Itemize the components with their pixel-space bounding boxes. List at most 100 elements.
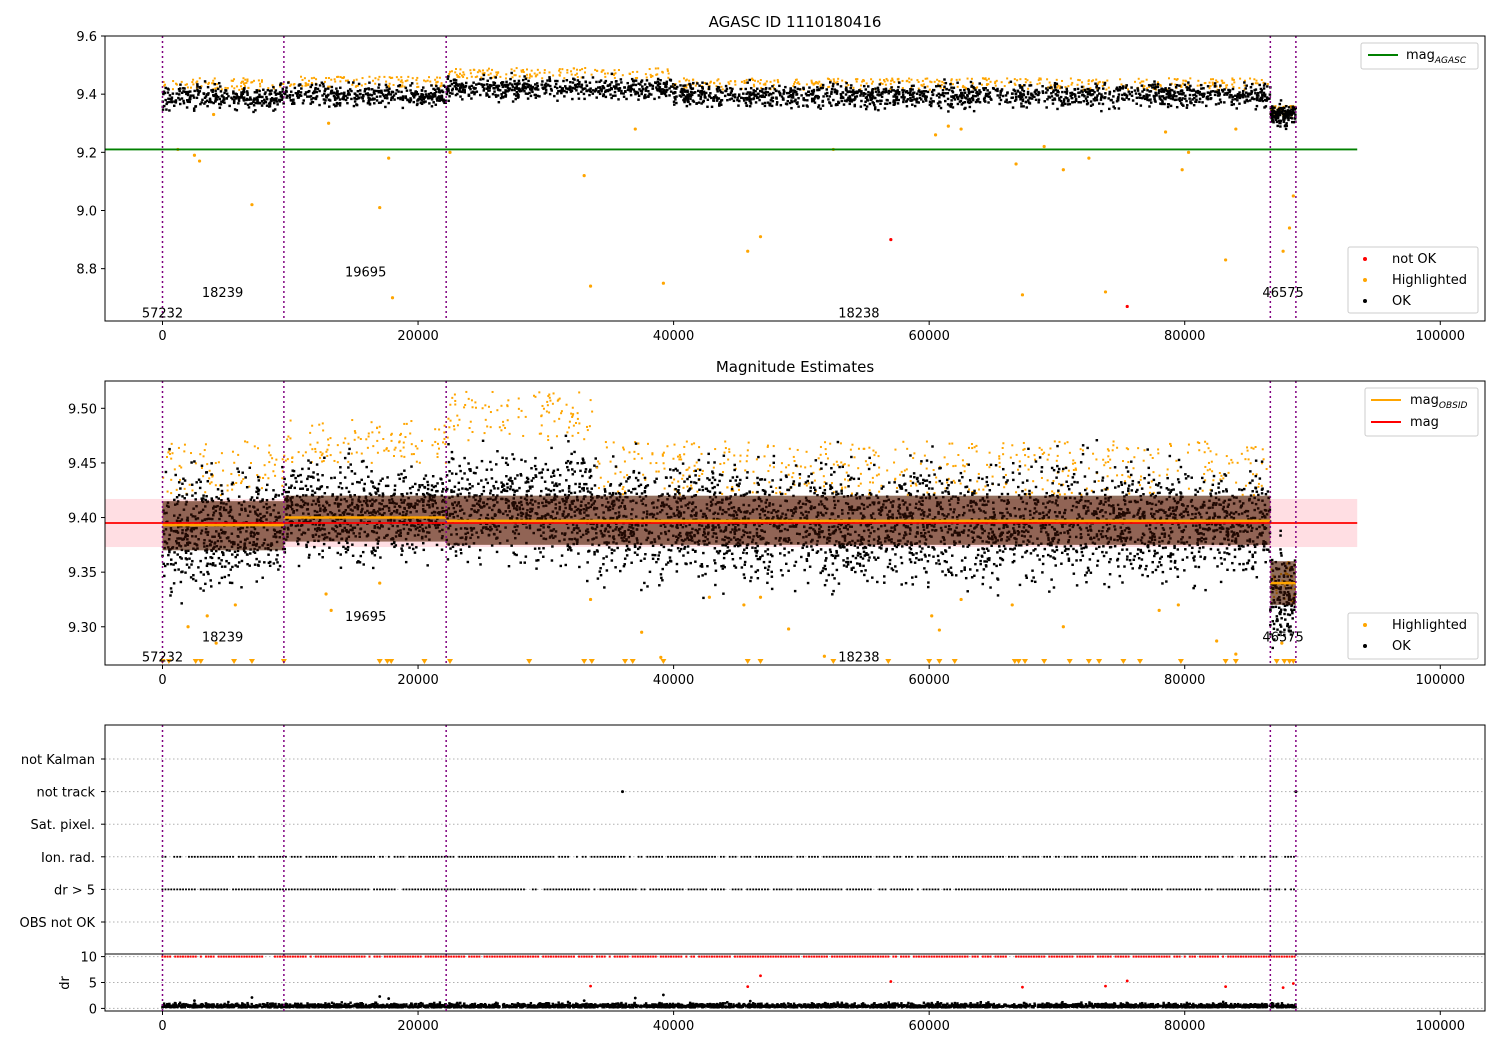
ok-point <box>1045 106 1048 109</box>
ok-point <box>177 481 181 484</box>
highlighted-point <box>1203 82 1206 85</box>
panel1-legend-bottom[interactable]: not OK Highlighted OK <box>1347 246 1479 314</box>
ok-point <box>1081 94 1084 97</box>
ok-point <box>412 100 416 104</box>
ok-point <box>1198 100 1201 104</box>
highlighted-point <box>984 78 987 81</box>
highlighted-point <box>651 75 654 78</box>
ok-point <box>461 88 465 92</box>
ok-point <box>1066 97 1069 100</box>
panel-magnitude-estimates: Magnitude Estimates 0 20000 40000 60000 8000… <box>68 358 1486 688</box>
ok-point <box>509 77 512 81</box>
highlighted-point <box>1055 78 1058 81</box>
highlighted-point <box>1221 82 1224 85</box>
ok-point <box>1236 99 1239 102</box>
ok-point <box>554 79 557 83</box>
ok-point <box>703 93 706 96</box>
highlighted-point <box>604 75 607 78</box>
ok-point <box>1127 90 1131 93</box>
ok-point <box>356 480 359 484</box>
ok-point <box>865 95 869 99</box>
ok-point <box>946 97 950 101</box>
ok-point <box>751 92 755 95</box>
highlighted-point <box>410 443 413 446</box>
ok-point <box>1033 90 1037 94</box>
ok-point <box>437 88 441 91</box>
ok-point <box>1178 84 1181 87</box>
ok-point <box>787 91 791 95</box>
ok-point <box>1278 102 1282 106</box>
highlighted-point <box>1256 82 1259 85</box>
ok-point <box>194 579 198 582</box>
ok-point <box>1083 88 1086 92</box>
ok-point <box>209 556 212 559</box>
ok-point <box>1280 108 1284 111</box>
ok-point <box>847 90 851 93</box>
ok-point <box>839 85 843 88</box>
ok-point <box>264 91 267 94</box>
ok-point <box>1062 100 1066 103</box>
x-tick-label: 40000 <box>653 673 694 688</box>
highlighted-point <box>354 431 357 434</box>
ok-point <box>205 564 209 568</box>
ok-point <box>576 83 580 86</box>
ok-point <box>832 82 835 86</box>
highlighted-point <box>938 80 941 83</box>
ok-point <box>362 563 365 566</box>
ok-point <box>746 81 749 84</box>
highlighted-point <box>390 439 393 442</box>
highlighted-point <box>1003 85 1006 88</box>
highlighted-point <box>533 72 536 75</box>
highlighted-point <box>437 442 440 445</box>
ok-point <box>392 94 396 97</box>
ok-point <box>860 92 863 95</box>
ok-point <box>1171 97 1175 101</box>
ok-point <box>593 90 597 93</box>
ok-point <box>211 562 215 565</box>
ok-point <box>661 92 665 95</box>
ok-point <box>297 474 300 478</box>
highlighted-point <box>260 487 263 490</box>
ok-point <box>340 92 343 95</box>
highlighted-point <box>256 474 259 477</box>
ok-point <box>185 493 189 496</box>
ok-point <box>566 88 569 91</box>
ok-point <box>186 100 190 103</box>
ok-point <box>185 92 188 96</box>
ok-point <box>786 99 790 103</box>
ok-point <box>650 93 653 96</box>
highlighted-point <box>367 432 370 435</box>
ok-point <box>892 89 896 92</box>
highlighted-point <box>489 72 492 75</box>
ok-point <box>1131 99 1135 102</box>
ok-point <box>697 101 701 104</box>
ok-point <box>1183 97 1187 100</box>
ok-point <box>639 83 642 86</box>
ok-point <box>864 92 867 96</box>
ok-point <box>563 89 566 93</box>
ok-point <box>234 555 237 559</box>
ok-point <box>318 89 321 93</box>
ok-point <box>291 94 295 97</box>
ok-point <box>310 83 314 87</box>
ok-point <box>365 465 368 469</box>
panel1-legend-top[interactable]: magAGASC <box>1360 42 1479 70</box>
highlighted-point <box>370 421 373 424</box>
ok-point <box>470 84 474 88</box>
ok-point <box>825 91 829 95</box>
highlighted-point <box>392 455 395 458</box>
ok-point <box>434 103 438 106</box>
highlighted-point <box>399 433 402 436</box>
ok-point <box>492 86 495 90</box>
highlighted-point <box>499 75 502 78</box>
ok-point <box>999 93 1002 97</box>
ok-point <box>1272 110 1276 113</box>
highlighted-point <box>889 82 892 85</box>
ok-point <box>700 91 703 94</box>
highlighted-point <box>606 72 609 75</box>
ok-point <box>577 97 581 100</box>
highlighted-point <box>1281 249 1285 253</box>
ok-point <box>242 549 246 552</box>
ok-point <box>761 87 764 91</box>
ok-point <box>306 477 309 481</box>
